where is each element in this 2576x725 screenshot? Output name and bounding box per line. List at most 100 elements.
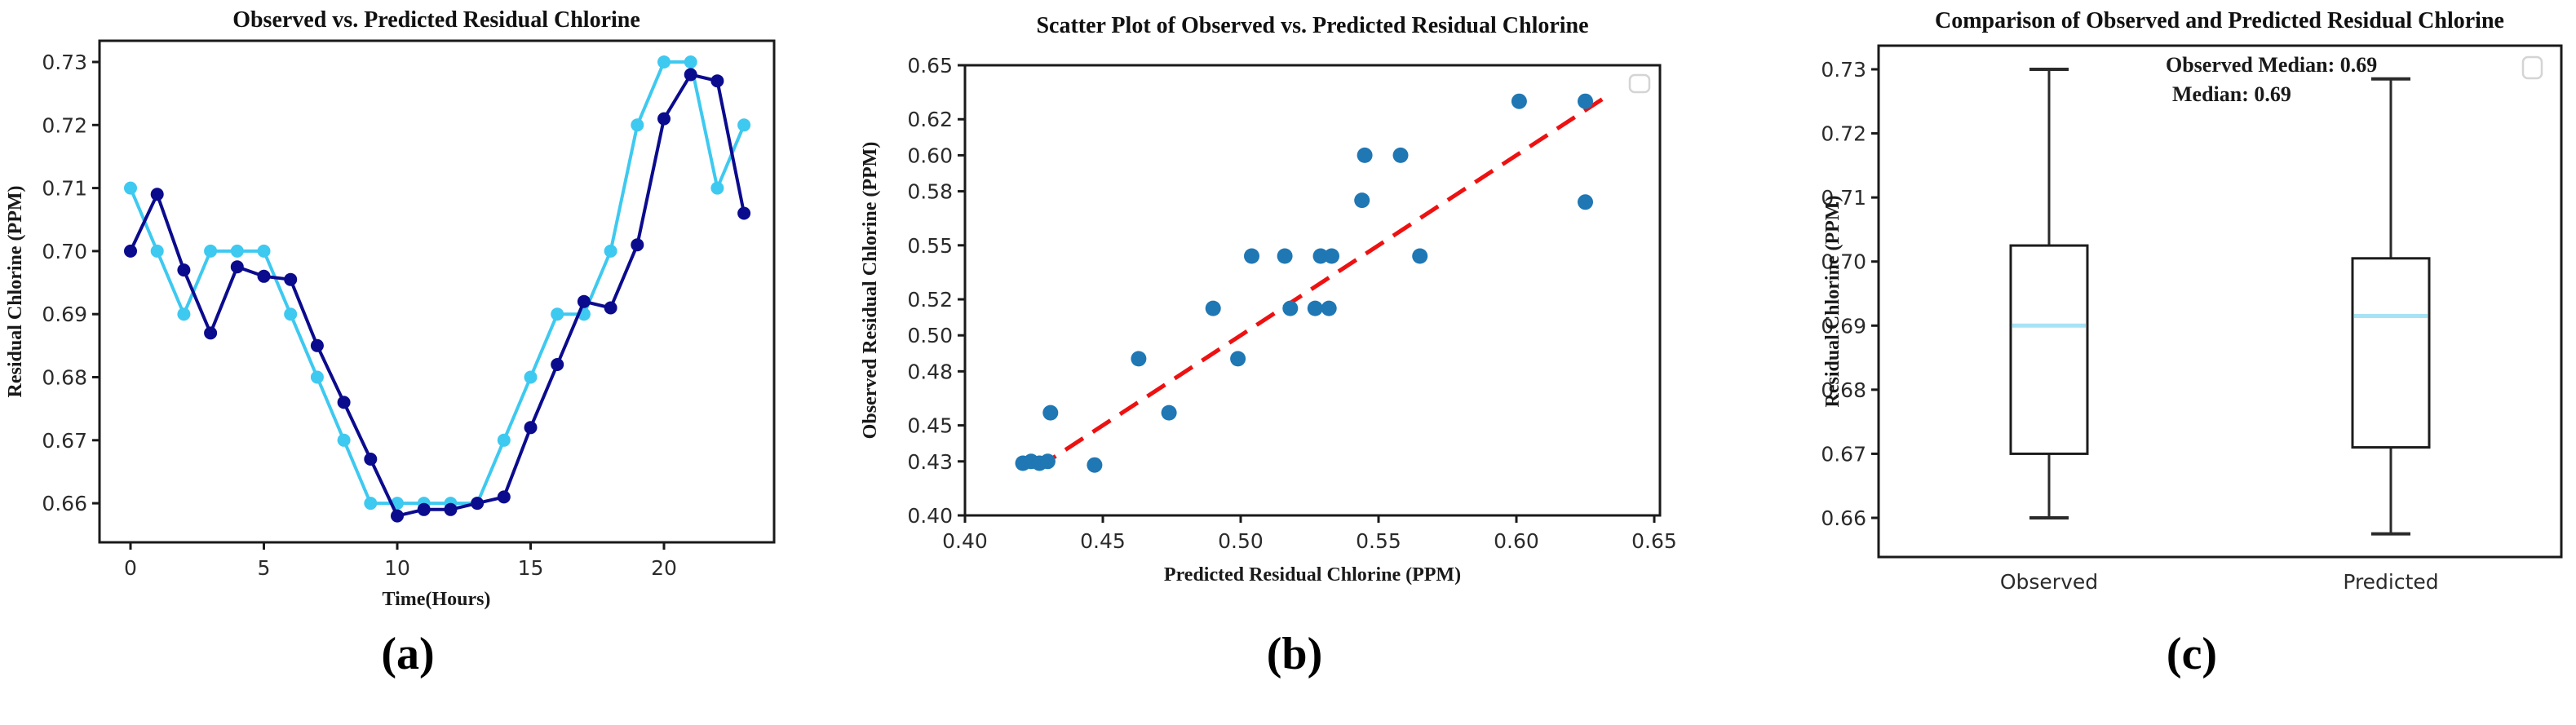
chart-title: Scatter Plot of Observed vs. Predicted R… — [1036, 13, 1588, 38]
series-predicted-marker — [177, 263, 191, 277]
scatter-point — [1244, 248, 1259, 264]
y-tick-label: 0.58 — [907, 180, 953, 204]
scatter-point — [1131, 351, 1147, 367]
scatter-point — [1578, 194, 1593, 210]
scatter-point — [1357, 147, 1373, 163]
scatter-point — [1087, 457, 1103, 473]
scatter-point — [1039, 453, 1056, 470]
box-rect — [2009, 244, 2089, 455]
caption-c: (c) — [2166, 629, 2218, 679]
series-observed-marker — [604, 244, 617, 258]
y-axis-label: Residual Chlorine (PPM) — [1822, 196, 1843, 408]
y-tick-label: 0.40 — [907, 504, 953, 528]
series-observed-marker — [230, 244, 244, 258]
scatter-point — [1511, 93, 1527, 109]
box-rect — [2351, 257, 2431, 449]
series-predicted-marker — [684, 68, 697, 82]
series-predicted-marker — [551, 358, 564, 371]
series-predicted-marker — [337, 396, 351, 409]
y-tick-label: 0.45 — [907, 414, 953, 438]
x-tick-label: 15 — [518, 556, 544, 580]
plot-frame — [98, 39, 776, 544]
scatter-point — [1205, 300, 1221, 316]
y-tick-label: 0.69 — [1821, 314, 1866, 338]
x-tick-label: 5 — [258, 556, 271, 580]
series-observed-marker — [310, 370, 324, 384]
series-predicted-marker — [444, 502, 458, 516]
x-tick-label: 0.60 — [1494, 529, 1539, 553]
scatter-chart-svg: 0.40 0.45 0.50 0.55 0.60 0.65 0.40 0.43 0.45 0.48… — [860, 13, 1677, 586]
scatter-point — [1578, 93, 1593, 109]
plot-frame — [963, 64, 1662, 517]
series-observed-marker — [657, 55, 671, 69]
series-observed-marker — [124, 181, 137, 195]
series-predicted-marker — [364, 453, 378, 466]
series-predicted-marker — [257, 269, 271, 283]
y-tick-label: 0.62 — [907, 108, 953, 131]
scatter-point — [1307, 300, 1323, 316]
series-observed-marker — [551, 307, 564, 321]
series-predicted-marker — [124, 244, 137, 258]
y-tick-label: 0.72 — [42, 113, 87, 137]
scatter-point — [1230, 351, 1246, 367]
y-tick-label: 0.65 — [907, 54, 953, 77]
scatter-point — [1282, 300, 1299, 316]
y-tick-label: 0.69 — [42, 303, 87, 326]
series-observed-marker — [257, 244, 271, 258]
panel-line-chart: 0 5 10 15 20 0.66 0.67 0.68 0.69 0.70 0.71 0.72 0.73… — [0, 0, 858, 725]
legend-box — [2521, 55, 2543, 80]
series-predicted-marker — [150, 188, 164, 201]
x-axis-label: Time(Hours) — [383, 589, 491, 610]
x-tick-label: 0.45 — [1080, 529, 1126, 553]
series-predicted-marker — [657, 112, 671, 126]
y-tick-label: 0.55 — [907, 234, 953, 258]
series-predicted-line — [129, 73, 746, 518]
series-predicted-marker — [471, 497, 485, 511]
y-tick-label: 0.60 — [907, 144, 953, 167]
scatter-point — [1354, 192, 1370, 209]
series-observed-marker — [204, 244, 218, 258]
series-observed-marker — [524, 370, 538, 384]
y-tick-label: 0.67 — [42, 429, 87, 453]
x-tick-label: 0 — [124, 556, 137, 580]
series-observed-marker — [150, 244, 164, 258]
y-tick-label: 0.43 — [907, 450, 953, 474]
x-axis-label: Predicted Residual Chlorine (PPM) — [1164, 564, 1461, 586]
x-tick-label: 0.65 — [1631, 529, 1677, 553]
series-observed-marker — [631, 118, 644, 132]
y-tick-label: 0.73 — [1821, 58, 1866, 82]
y-tick-label: 0.72 — [1821, 122, 1866, 146]
series-observed-marker — [364, 497, 378, 511]
scatter-point — [1312, 248, 1329, 264]
y-tick-label: 0.71 — [1821, 186, 1866, 210]
series-predicted-marker — [204, 326, 218, 340]
category-label: Observed — [2000, 570, 2098, 594]
boxplot-svg: 0.66 0.67 0.68 0.69 0.70 0.71 0.72 0.73 Comparis… — [1821, 8, 2563, 594]
series-observed-marker — [177, 307, 191, 321]
x-tick-label: 0.40 — [942, 529, 988, 553]
series-predicted-marker — [230, 260, 244, 274]
series-predicted-marker — [310, 338, 324, 352]
caption-b: (b) — [1266, 629, 1323, 679]
scatter-point — [1161, 404, 1177, 421]
y-axis-label: Residual Chlorine (PPM) — [5, 186, 26, 398]
chart-title: Observed vs. Predicted Residual Chlorine — [232, 7, 640, 33]
y-tick-label: 0.73 — [42, 51, 87, 74]
trend-line — [1037, 95, 1608, 470]
series-predicted-marker — [497, 490, 511, 504]
y-tick-label: 0.70 — [42, 240, 87, 263]
y-tick-label: 0.68 — [1821, 378, 1866, 402]
y-tick-label: 0.70 — [1821, 250, 1866, 274]
legend-box — [1628, 73, 1651, 94]
y-tick-label: 0.66 — [42, 492, 87, 515]
series-observed-marker — [284, 307, 298, 321]
series-predicted-marker — [284, 272, 298, 286]
annotation-line: Observed Median: 0.69 — [2166, 53, 2377, 77]
y-tick-label: 0.52 — [907, 288, 953, 312]
series-predicted-marker — [737, 206, 751, 220]
plot-frame — [1877, 44, 2563, 559]
series-observed-marker — [684, 55, 697, 69]
series-observed-marker — [710, 181, 724, 195]
series-observed-marker — [497, 433, 511, 447]
